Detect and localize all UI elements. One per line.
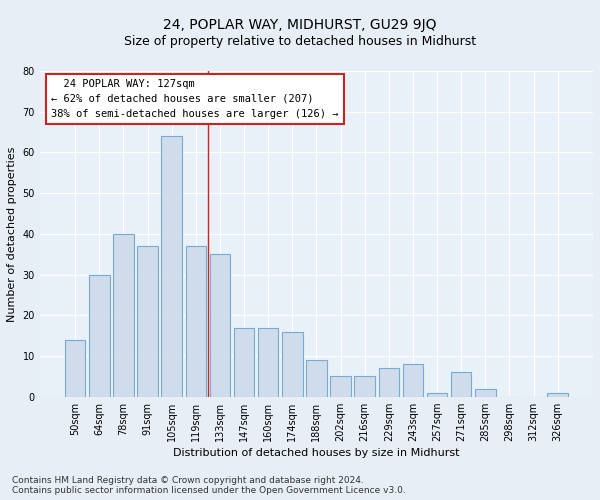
Bar: [451, 372, 472, 397]
Bar: [403, 364, 423, 397]
Bar: [547, 392, 568, 397]
Text: Contains public sector information licensed under the Open Government Licence v3: Contains public sector information licen…: [12, 486, 406, 495]
Bar: [65, 340, 85, 397]
Bar: [89, 274, 110, 397]
Bar: [185, 246, 206, 397]
Bar: [161, 136, 182, 397]
Bar: [355, 376, 375, 397]
Bar: [113, 234, 134, 397]
X-axis label: Distribution of detached houses by size in Midhurst: Distribution of detached houses by size …: [173, 448, 460, 458]
Bar: [427, 392, 447, 397]
Bar: [258, 328, 278, 397]
Y-axis label: Number of detached properties: Number of detached properties: [7, 146, 17, 322]
Text: 24, POPLAR WAY, MIDHURST, GU29 9JQ: 24, POPLAR WAY, MIDHURST, GU29 9JQ: [163, 18, 437, 32]
Bar: [234, 328, 254, 397]
Bar: [306, 360, 326, 397]
Bar: [137, 246, 158, 397]
Bar: [330, 376, 351, 397]
Bar: [379, 368, 399, 397]
Bar: [282, 332, 302, 397]
Bar: [209, 254, 230, 397]
Text: Contains HM Land Registry data © Crown copyright and database right 2024.: Contains HM Land Registry data © Crown c…: [12, 476, 364, 485]
Bar: [475, 388, 496, 397]
Text: 24 POPLAR WAY: 127sqm  
← 62% of detached houses are smaller (207)
38% of semi-d: 24 POPLAR WAY: 127sqm ← 62% of detached …: [51, 79, 338, 118]
Text: Size of property relative to detached houses in Midhurst: Size of property relative to detached ho…: [124, 35, 476, 48]
